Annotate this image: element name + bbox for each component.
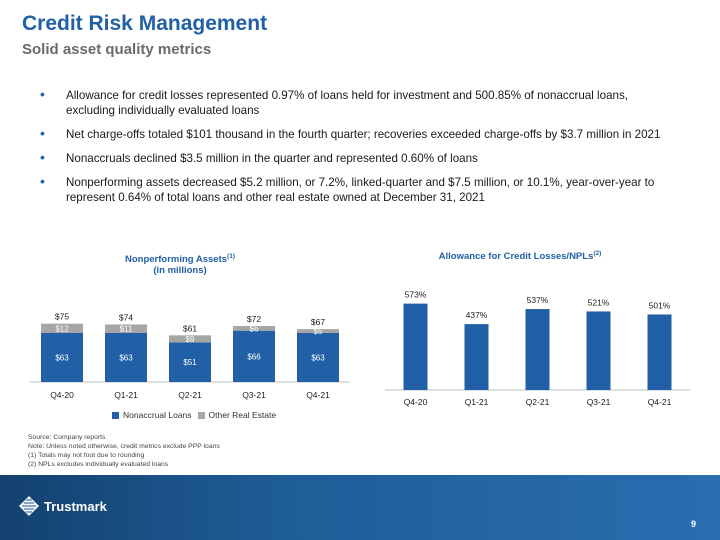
npa-segment-label: $5: [314, 327, 323, 336]
npa-legend: Nonaccrual Loans Other Real Estate: [112, 410, 276, 420]
acl-value-label: 521%: [588, 297, 610, 307]
npa-segment-label: $63: [119, 354, 133, 363]
npa-segment-label: $63: [55, 354, 69, 363]
bullet-item: • Nonperforming assets decreased $5.2 mil…: [40, 173, 680, 205]
trustmark-logo: Trustmark: [18, 495, 107, 517]
acl-bar: [647, 314, 672, 390]
npa-bar-nonaccrual: [169, 342, 211, 382]
npa-category-label: Q3-21: [242, 390, 266, 400]
acl-value-label: 501%: [649, 300, 671, 310]
footer-bar: Trustmark 9: [0, 475, 720, 540]
npa-segment-label: $66: [247, 352, 261, 361]
npa-bar-nonaccrual: [297, 333, 339, 382]
footnote-line: Source: Company reports: [28, 434, 106, 441]
bullet-dot-icon: •: [40, 173, 45, 189]
npa-total-label: $67: [311, 317, 325, 327]
page-subtitle: Solid asset quality metrics: [22, 41, 212, 58]
legend-swatch-nonaccrual: [112, 411, 119, 419]
bullet-text: Net charge-offs totaled $101 thousand in…: [66, 128, 661, 141]
npa-chart-title-footnote: (1): [227, 253, 235, 260]
npa-segment-label: $6: [250, 324, 259, 333]
bullet-dot-icon: •: [40, 125, 45, 141]
acl-bar: [403, 303, 428, 390]
acl-bar: [586, 311, 611, 390]
acl-category-label: Q4-20: [404, 397, 428, 407]
npa-segment-label: $9: [186, 335, 195, 344]
acl-category-label: Q3-21: [587, 397, 611, 407]
acl-value-label: 437%: [466, 310, 488, 320]
npa-chart-title: Nonperforming Assets(1) (in millions): [100, 253, 260, 276]
npa-bar-nonaccrual: [41, 333, 83, 382]
bullet-text: Allowance for credit losses represented …: [66, 89, 628, 117]
bullet-item: • Allowance for credit losses represented…: [40, 86, 680, 118]
npa-stacked-bar-chart: $63 $12 $75 Q4-20 $63 $11 $74 Q1-21 $51 $9 $61 Q2-2…: [30, 312, 350, 400]
footnote-line: (2) NPLs excludes individually evaluated…: [28, 461, 169, 468]
acl-value-label: 537%: [527, 295, 549, 305]
bullet-dot-icon: •: [40, 86, 45, 102]
acl-bar-chart: 573% Q4-20 437% Q1-21 537% Q2-21 521% Q3-21 501%…: [385, 290, 690, 407]
bullet-item: • Net charge-offs totaled $101 thousand i…: [40, 125, 680, 142]
acl-category-label: Q1-21: [465, 397, 489, 407]
npa-bar-ore: [105, 324, 147, 333]
npa-bar-nonaccrual: [105, 333, 147, 382]
acl-category-label: Q2-21: [526, 397, 550, 407]
npa-bar-ore: [233, 326, 275, 331]
acl-bar: [464, 324, 489, 390]
npa-bar-ore: [297, 329, 339, 333]
footnote-line: (1) Totals may not foot due to rounding: [28, 452, 145, 459]
npa-bar-ore: [169, 335, 211, 343]
footnotes: Source: Company reports Note: Unless not…: [28, 433, 220, 469]
bullet-text: Nonperforming assets decreased $5.2 mill…: [66, 176, 655, 204]
bullet-item: • Nonaccruals declined $3.5 million in th…: [40, 149, 680, 166]
acl-chart-title-text: Allowance for Credit Losses/NPLs: [438, 251, 594, 263]
npa-total-label: $75: [55, 312, 69, 322]
legend-label-nonaccrual: Nonaccrual Loans: [123, 410, 192, 420]
legend-label-ore: Other Real Estate: [208, 410, 277, 420]
npa-bar-ore: [41, 323, 83, 333]
bullet-list: • Allowance for credit losses represented…: [40, 86, 680, 214]
page-title: Credit Risk Management: [22, 12, 268, 35]
npa-segment-label: $51: [183, 358, 197, 367]
trustmark-mark-icon: [19, 496, 39, 516]
npa-total-label: $74: [119, 312, 133, 322]
acl-bar: [525, 309, 550, 390]
npa-total-label: $72: [247, 314, 261, 324]
page-number: 9: [690, 519, 696, 529]
npa-bar-nonaccrual: [233, 330, 275, 382]
acl-category-label: Q4-21: [648, 397, 672, 407]
npa-segment-label: $12: [55, 324, 69, 333]
npa-segment-label: $63: [311, 354, 325, 363]
npa-total-label: $61: [183, 323, 197, 333]
npa-category-label: Q4-20: [50, 390, 74, 400]
footnote-line: Note: Unless noted otherwise, credit met…: [28, 443, 220, 450]
acl-chart-title-footnote: (2): [593, 250, 602, 257]
logo-text: Trustmark: [44, 498, 107, 514]
legend-swatch-ore: [197, 411, 205, 419]
bullet-dot-icon: •: [40, 149, 45, 165]
acl-value-label: 573%: [405, 290, 427, 300]
npa-segment-label: $11: [120, 325, 133, 334]
bullet-text: Nonaccruals declined $3.5 million in the…: [66, 152, 478, 165]
npa-category-label: Q1-21: [114, 390, 138, 400]
npa-chart-title-text: Nonperforming Assets: [124, 254, 228, 266]
acl-chart-title: Allowance for Credit Losses/NPLs(2): [420, 250, 620, 262]
npa-chart-subtitle: (in millions): [153, 265, 207, 277]
npa-category-label: Q2-21: [178, 390, 202, 400]
npa-category-label: Q4-21: [306, 390, 330, 400]
